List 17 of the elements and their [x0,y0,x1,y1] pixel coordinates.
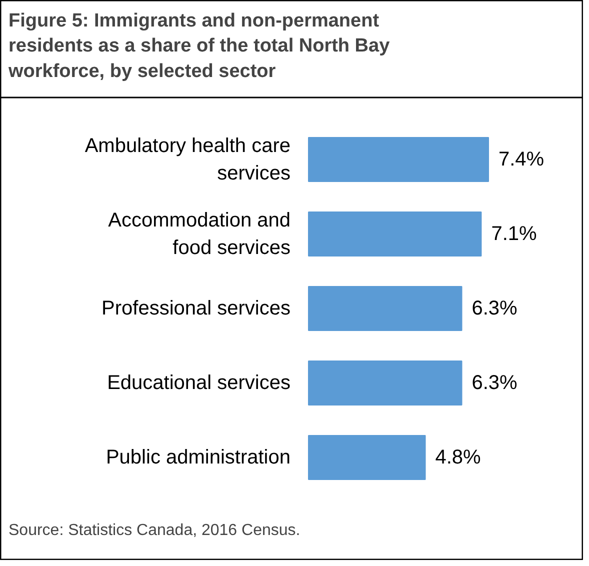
data-label: 4.8% [435,446,482,468]
bar [308,212,482,256]
y-tick-label: Accommodation and food services [108,209,291,259]
source-note: Source: Statistics Canada, 2016 Census. [8,522,300,539]
bar [308,435,426,480]
bar [308,360,462,406]
bar [308,286,462,331]
data-label: 7.4% [498,148,544,170]
y-tick-label: Educational services [107,372,291,394]
y-tick-label: Professional services [102,298,291,320]
y-tick-label: Ambulatory health care services [84,134,291,184]
chart-title: Figure 5: Immigrants and non-permanent residents as a share of the total North Bay workforce, by selected sector [8,10,390,82]
data-label: 6.3% [472,298,518,320]
data-label: 6.3% [472,372,518,394]
y-tick-label: Public administration [106,446,290,468]
bar [308,137,489,182]
data-label: 7.1% [491,223,538,245]
